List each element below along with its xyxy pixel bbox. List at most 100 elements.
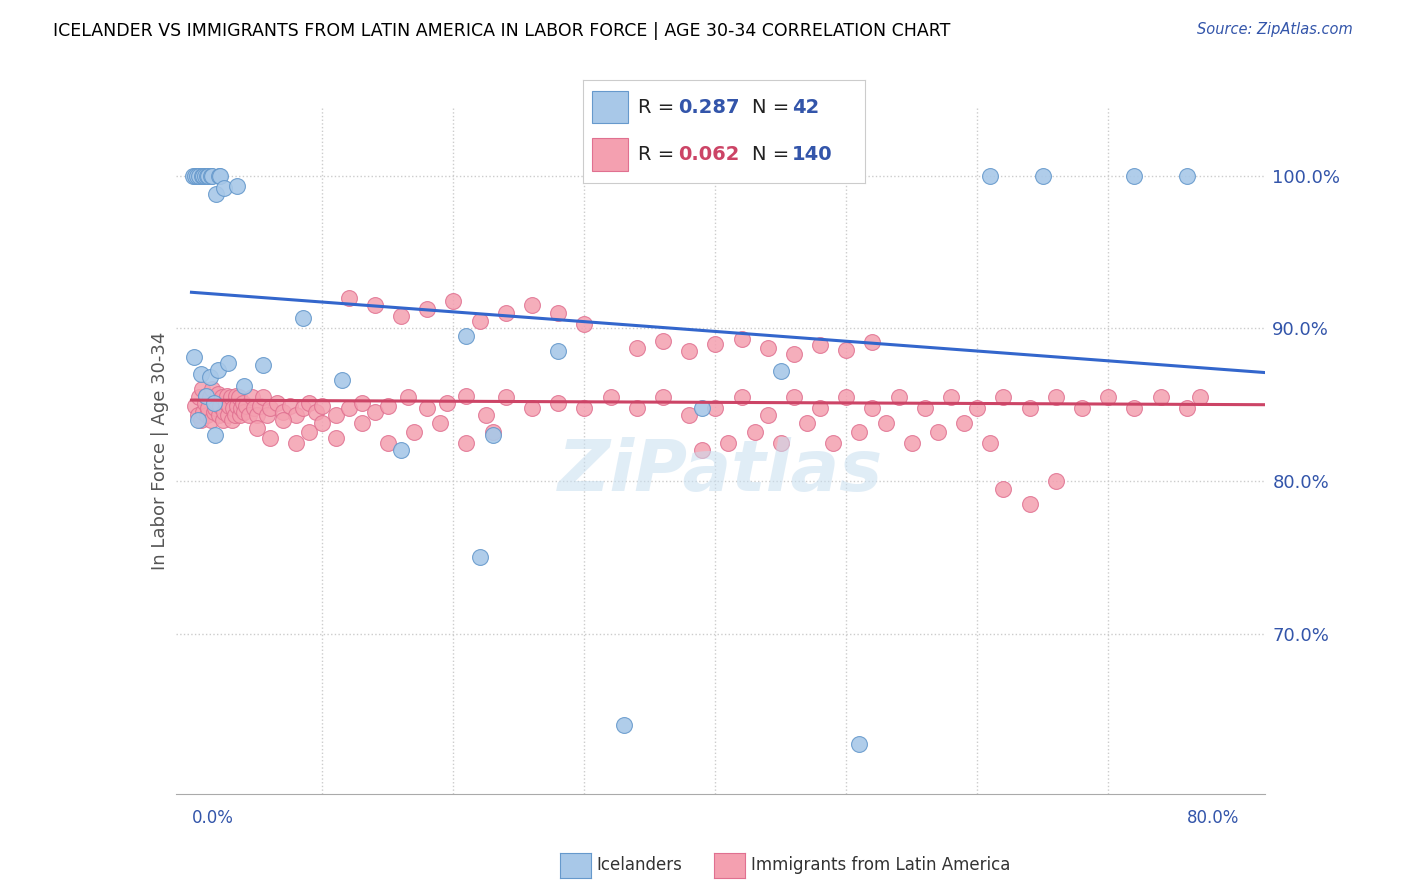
Point xyxy=(652,334,675,348)
Point xyxy=(416,301,439,316)
Point xyxy=(226,179,249,194)
Point xyxy=(259,401,281,415)
Point xyxy=(574,317,596,331)
Point xyxy=(252,358,274,372)
Point xyxy=(1045,474,1067,488)
Point xyxy=(305,405,328,419)
Point xyxy=(190,413,212,427)
Point xyxy=(350,416,373,430)
Point xyxy=(939,390,962,404)
Text: 140: 140 xyxy=(792,145,832,163)
Point xyxy=(730,332,752,346)
Point xyxy=(191,383,214,397)
Point xyxy=(184,169,207,183)
Point xyxy=(979,435,1001,450)
Point xyxy=(574,401,596,415)
Point xyxy=(204,401,226,415)
Point xyxy=(197,169,219,183)
Point xyxy=(224,409,246,423)
Point xyxy=(256,409,278,423)
Point xyxy=(953,416,976,430)
Point xyxy=(1032,169,1054,183)
Point xyxy=(862,401,884,415)
Text: R =: R = xyxy=(638,145,681,163)
Point xyxy=(214,396,236,410)
Point xyxy=(198,370,221,384)
Point xyxy=(184,399,207,413)
Point xyxy=(204,428,226,442)
Point xyxy=(626,341,648,355)
Point xyxy=(887,390,910,404)
Point xyxy=(209,169,232,183)
Point xyxy=(231,401,253,415)
Text: 42: 42 xyxy=(792,98,818,117)
Point xyxy=(1149,390,1171,404)
Point xyxy=(495,306,517,320)
Point xyxy=(325,431,347,445)
Point xyxy=(993,482,1015,496)
Point xyxy=(481,428,503,442)
Point xyxy=(875,416,897,430)
Point xyxy=(201,169,224,183)
Point xyxy=(209,399,232,413)
Point xyxy=(201,383,224,397)
Point xyxy=(218,399,240,413)
Point xyxy=(217,356,239,370)
Point xyxy=(200,413,222,427)
Point xyxy=(626,401,648,415)
Bar xyxy=(592,91,628,123)
Point xyxy=(229,409,252,423)
Point xyxy=(188,390,211,404)
Point xyxy=(613,718,636,732)
Point xyxy=(436,396,458,410)
Point xyxy=(200,169,222,183)
Point xyxy=(235,399,257,413)
Point xyxy=(769,364,792,378)
Point xyxy=(678,409,700,423)
Point xyxy=(468,314,491,328)
Point xyxy=(271,405,294,419)
Point xyxy=(848,425,870,439)
Text: ICELANDER VS IMMIGRANTS FROM LATIN AMERICA IN LABOR FORCE | AGE 30-34 CORRELATIO: ICELANDER VS IMMIGRANTS FROM LATIN AMERI… xyxy=(53,22,950,40)
Point xyxy=(769,435,792,450)
Point xyxy=(187,413,209,427)
Point xyxy=(690,401,713,415)
Point xyxy=(717,435,740,450)
Point xyxy=(285,409,308,423)
Point xyxy=(1188,390,1211,404)
Point xyxy=(520,401,543,415)
Point xyxy=(212,181,235,195)
Text: 0.062: 0.062 xyxy=(678,145,740,163)
Point xyxy=(389,309,412,323)
Point xyxy=(914,401,936,415)
Point xyxy=(215,388,238,402)
Point xyxy=(232,405,254,419)
Point xyxy=(456,435,478,450)
Point xyxy=(217,409,239,423)
Point xyxy=(364,298,387,312)
Point xyxy=(927,425,949,439)
Point xyxy=(823,435,845,450)
Text: Icelanders: Icelanders xyxy=(596,856,682,874)
Text: Source: ZipAtlas.com: Source: ZipAtlas.com xyxy=(1197,22,1353,37)
Point xyxy=(337,401,360,415)
Point xyxy=(207,362,229,376)
Point xyxy=(337,291,360,305)
Point xyxy=(364,405,387,419)
Point xyxy=(1097,390,1119,404)
Point xyxy=(190,367,212,381)
Text: R =: R = xyxy=(638,98,681,117)
Point xyxy=(835,343,858,357)
Point xyxy=(1123,169,1146,183)
Point xyxy=(678,344,700,359)
Point xyxy=(979,169,1001,183)
Point xyxy=(441,293,464,308)
Point xyxy=(205,394,228,409)
Point xyxy=(599,390,621,404)
Point xyxy=(311,416,333,430)
Point xyxy=(900,435,922,450)
Point xyxy=(252,390,274,404)
Point xyxy=(481,425,503,439)
Point xyxy=(796,416,818,430)
Point xyxy=(212,405,235,419)
